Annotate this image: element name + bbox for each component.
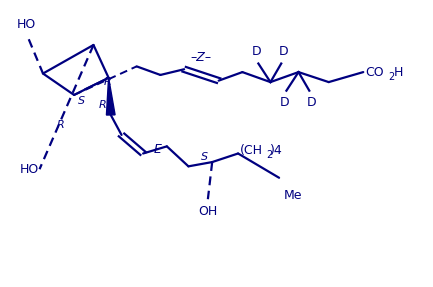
Text: D: D (278, 45, 288, 58)
Text: 2: 2 (267, 150, 273, 160)
Text: 2: 2 (388, 72, 394, 82)
Text: Me: Me (284, 189, 302, 202)
Text: CO: CO (365, 66, 384, 79)
Text: R: R (99, 100, 107, 110)
Text: D: D (307, 96, 316, 109)
Polygon shape (107, 78, 115, 115)
Text: H: H (394, 66, 403, 79)
Text: R: R (57, 120, 65, 130)
Text: –Z–: –Z– (191, 51, 212, 63)
Text: R: R (103, 77, 111, 87)
Text: HO: HO (17, 18, 36, 31)
Text: D: D (280, 96, 290, 109)
Text: (CH: (CH (240, 144, 263, 157)
Text: E: E (154, 143, 162, 156)
Text: )4: )4 (271, 144, 283, 157)
Text: S: S (201, 152, 208, 162)
Text: OH: OH (198, 205, 217, 218)
Text: HO: HO (20, 163, 39, 176)
Text: S: S (78, 96, 84, 106)
Text: D: D (252, 45, 262, 58)
